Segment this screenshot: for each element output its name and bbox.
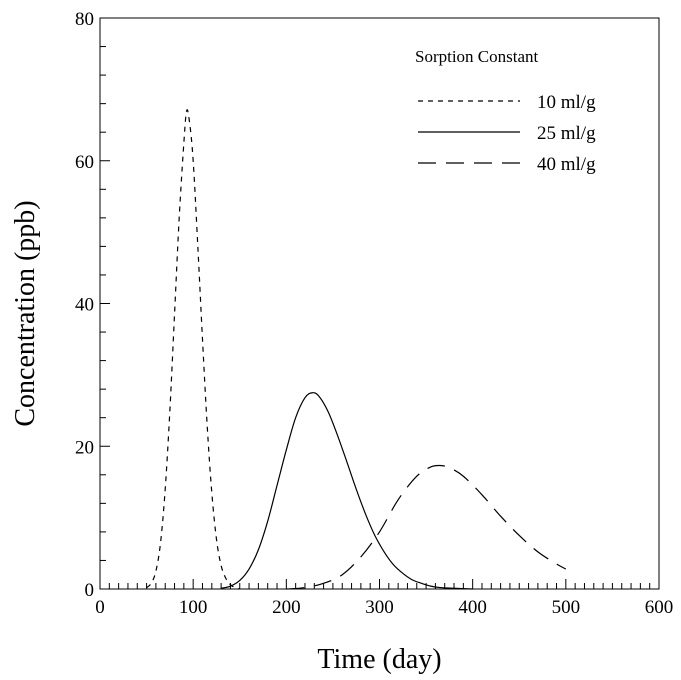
x-tick-label: 300 <box>365 597 394 618</box>
x-axis: 0 100 200 300 400 500 600 <box>95 579 673 618</box>
x-tick-label: 600 <box>645 597 674 618</box>
x-tick-label: 400 <box>458 597 487 618</box>
legend-title: Sorption Constant <box>415 47 539 66</box>
x-tick-label: 0 <box>95 597 105 618</box>
y-tick-label: 40 <box>75 295 94 316</box>
x-tick-label: 100 <box>179 597 208 618</box>
series-line-3 <box>286 464 567 590</box>
y-tick-label: 60 <box>75 152 94 173</box>
legend-label-3: 40 ml/g <box>537 154 596 175</box>
y-axis: 0 20 40 60 80 <box>75 9 110 601</box>
x-axis-label: Time (day) <box>317 644 441 675</box>
x-tick-label: 500 <box>552 597 581 618</box>
y-tick-label: 80 <box>75 9 94 30</box>
x-tick-label: 200 <box>272 597 301 618</box>
legend-label-1: 10 ml/g <box>537 92 596 113</box>
y-tick-label: 20 <box>75 437 94 458</box>
series-line-1 <box>146 109 240 590</box>
series-line-2 <box>220 392 473 590</box>
y-axis-label: Concentration (ppb) <box>10 200 41 426</box>
legend-label-2: 25 ml/g <box>537 123 596 144</box>
legend: Sorption Constant 10 ml/g 25 ml/g 40 ml/g <box>415 47 596 175</box>
y-tick-label: 0 <box>85 580 95 601</box>
